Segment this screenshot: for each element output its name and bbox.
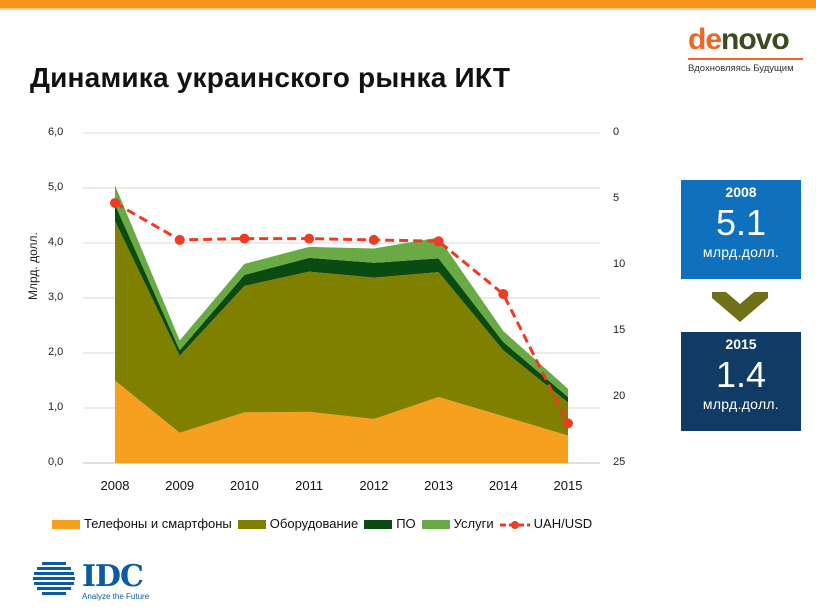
y2-tick-label: 20 [613,390,626,402]
summary-unit: млрд.долл. [702,396,780,412]
legend-item: Услуги [421,516,494,532]
legend-label: Услуги [453,516,494,532]
x-tick-label: 2010 [229,478,259,493]
logo-underline [688,58,803,60]
legend-label: Телефоны и смартфоны [84,516,232,532]
legend-item: Телефоны и смартфоны [52,516,232,531]
y2-tick-label: 5 [613,192,620,204]
y2-tick-label: 15 [613,324,626,336]
chevron-down-icon [712,292,768,322]
logo-wordmark: denovo [688,24,806,56]
legend-label: ПО [396,516,416,532]
y-tick-label: 1,0 [48,401,64,413]
y2-tick-label: 0 [613,126,620,138]
y-tick-label: 6,0 [48,126,64,138]
x-tick-label: 2013 [424,478,454,493]
line-point [368,234,379,245]
line-point [498,289,509,300]
line-point [563,418,573,429]
legend-swatch [52,520,80,530]
x-tick-label: 2014 [488,478,518,493]
summary-unit: млрд.долл. [702,244,780,260]
idc-logo: IDC Analyze the Future [32,559,149,605]
line-point [239,233,250,244]
line-point [174,234,185,245]
summary-value: 5.1 [715,202,767,243]
legend-item: UAH/USD [499,516,593,532]
y2-tick-label: 10 [613,258,626,270]
chart-legend: Телефоны и смартфоны Оборудование ПО Услуги… [52,515,598,533]
summary-box-2015: 2015 1.4 млрд.долл. [681,332,801,431]
area-series [115,221,568,436]
globe-icon [33,562,75,595]
y-tick-label: 4,0 [48,236,64,248]
chart-areas [115,185,568,463]
legend-item: Оборудование [237,516,359,532]
line-series [114,201,570,425]
legend-swatch [421,520,450,530]
idc-tagline: Analyze the Future [82,592,150,601]
chart-exchange-line [110,197,573,429]
y-tick-label: 3,0 [48,291,64,303]
logo-part-de: de [688,23,722,56]
y-tick-label: 2,0 [48,346,64,358]
y-tick-label: 5,0 [48,181,64,193]
legend-label: Оборудование [269,516,359,532]
area-series [115,380,568,463]
summary-box-2008: 2008 5.1 млрд.долл. [681,180,801,279]
legend-line-swatch [499,520,530,529]
top-accent-line [0,8,816,10]
x-tick-label: 2012 [359,478,389,493]
logo-tagline: Вдохновляясь Будущим [688,63,794,74]
legend-label: UAH/USD [533,516,593,532]
idc-wordmark: IDC [82,559,144,594]
legend-swatch [364,520,393,530]
line-point [110,197,120,208]
y-tick-label: 0,0 [48,456,64,468]
x-tick-label: 2011 [295,478,324,493]
x-tick-label: 2009 [165,478,195,493]
summary-year: 2015 [725,336,757,352]
summary-year: 2008 [725,184,757,200]
line-point [304,233,315,244]
x-tick-label: 2015 [553,478,583,493]
line-point [433,236,444,247]
y2-tick-label: 25 [613,456,626,468]
x-tick-label: 2008 [100,478,130,493]
top-accent-bar [0,0,816,8]
legend-item: ПО [364,516,416,532]
legend-swatch [237,520,266,530]
denovo-logo: denovo Вдохновляясь Будущим [688,24,806,74]
page-title: Динамика украинского рынка ИКТ [30,62,511,93]
logo-part-novo: novo [721,23,790,56]
summary-value: 1.4 [715,354,767,395]
